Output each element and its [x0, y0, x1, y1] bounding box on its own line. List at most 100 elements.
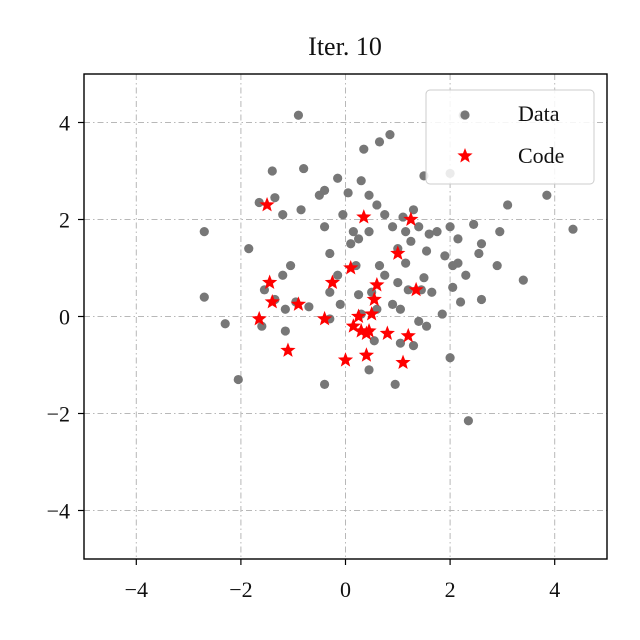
code-point: [350, 308, 367, 323]
code-point: [280, 342, 296, 357]
data-point: [267, 166, 277, 176]
data-point: [199, 227, 209, 237]
data-point: [364, 190, 374, 200]
axes-frame: [83, 73, 608, 560]
data-point: [314, 190, 324, 200]
code-point: [324, 274, 341, 290]
x-tick-label: −2: [229, 577, 252, 602]
code-point: [366, 291, 382, 306]
data-point: [474, 248, 484, 259]
data-point: [364, 365, 374, 375]
data-point: [518, 275, 528, 285]
data-point: [319, 379, 330, 389]
data-point: [364, 227, 374, 237]
data-point: [390, 379, 400, 389]
data-point: [348, 227, 358, 237]
data-point: [448, 260, 458, 271]
data-point: [369, 336, 379, 346]
data-point: [356, 176, 366, 186]
data-point: [380, 270, 390, 280]
data-point: [220, 319, 230, 329]
data-point: [401, 258, 411, 268]
data-point: [476, 294, 487, 305]
data-point: [374, 260, 385, 271]
data-point: [542, 190, 552, 200]
data-point: [406, 236, 416, 246]
code-point: [395, 354, 411, 370]
x-tick-label: 0: [340, 577, 351, 602]
data-point: [401, 227, 411, 237]
data-point: [393, 277, 403, 288]
data-point: [403, 285, 413, 295]
data-point: [244, 244, 254, 254]
axis-ticks: [78, 121, 556, 565]
data-point: [374, 137, 385, 147]
data-point: [335, 299, 345, 309]
code-point: [361, 323, 377, 338]
data-point: [299, 163, 309, 174]
x-tick-label: 4: [549, 577, 560, 602]
y-tick-label: 2: [59, 208, 70, 233]
data-point: [453, 234, 463, 244]
data-point: [385, 130, 395, 140]
data-point: [469, 219, 479, 229]
x-tick-label: 2: [445, 577, 456, 602]
code-point: [353, 323, 369, 338]
data-point: [233, 374, 243, 385]
code-point: [316, 310, 333, 326]
code-point: [345, 318, 361, 333]
chart-title: Iter. 10: [308, 32, 382, 61]
data-point: [461, 270, 471, 280]
data-point: [503, 200, 513, 210]
data-point: [387, 222, 398, 232]
data-point: [257, 321, 267, 331]
data-point: [445, 222, 455, 232]
code-point: [259, 196, 275, 212]
code-point: [358, 347, 375, 362]
data-point: [387, 299, 398, 309]
data-point: [463, 416, 474, 426]
code-point: [264, 293, 280, 309]
data-point: [199, 292, 209, 302]
data-point: [359, 144, 369, 154]
y-tick-label: 4: [59, 111, 70, 136]
data-point: [278, 270, 288, 280]
code-points: [251, 196, 424, 370]
y-tick-label: 0: [59, 305, 70, 330]
data-point: [408, 341, 419, 351]
legend-data-label: Data: [518, 101, 560, 126]
legend-code-label: Code: [518, 143, 564, 168]
legend-box: [425, 89, 595, 185]
data-point: [432, 227, 442, 237]
x-tick-label: −4: [125, 577, 148, 602]
data-point: [333, 173, 343, 183]
data-point: [445, 353, 455, 363]
x-tick-labels: −4 −2 0 2 4: [125, 577, 561, 602]
legend-code-marker: [457, 148, 473, 163]
data-point: [353, 234, 364, 244]
data-point: [372, 200, 382, 210]
code-point: [390, 245, 406, 260]
data-point: [254, 197, 264, 208]
legend: Data Code: [425, 89, 595, 185]
code-point: [262, 274, 278, 290]
data-point: [338, 210, 348, 220]
data-point: [495, 227, 505, 237]
code-point: [408, 281, 424, 297]
data-point: [398, 212, 408, 222]
data-point: [285, 260, 296, 271]
code-point: [369, 276, 385, 292]
data-point: [492, 260, 502, 271]
data-point: [427, 287, 437, 297]
data-point: [333, 270, 343, 280]
data-point: [346, 239, 356, 249]
code-point: [400, 327, 416, 343]
data-point: [296, 205, 306, 215]
data-point: [319, 222, 330, 232]
data-point: [424, 229, 434, 239]
data-point: [343, 188, 353, 198]
data-point: [304, 302, 314, 312]
y-tick-labels: −4 −2 0 2 4: [47, 111, 70, 524]
code-point: [356, 209, 372, 224]
